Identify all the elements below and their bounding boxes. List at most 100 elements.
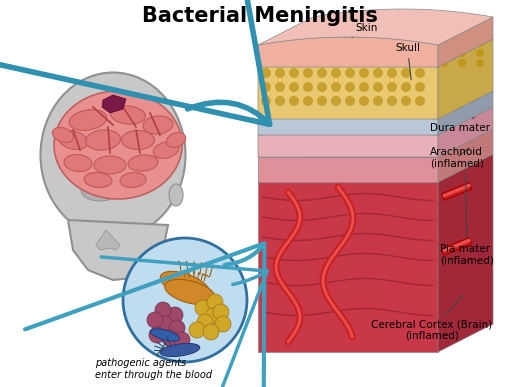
Text: Skull: Skull (395, 43, 420, 80)
Circle shape (359, 96, 369, 106)
Circle shape (401, 96, 411, 106)
Circle shape (440, 49, 448, 57)
Circle shape (368, 39, 376, 47)
Ellipse shape (81, 179, 119, 201)
Circle shape (331, 96, 341, 106)
Circle shape (275, 68, 285, 78)
Circle shape (387, 96, 397, 106)
Circle shape (373, 96, 383, 106)
Circle shape (415, 96, 425, 106)
Circle shape (422, 49, 430, 57)
FancyArrowPatch shape (0, 0, 270, 124)
Circle shape (203, 324, 219, 340)
Circle shape (174, 332, 190, 348)
Circle shape (415, 68, 425, 78)
Circle shape (314, 49, 322, 57)
Circle shape (207, 294, 223, 310)
Circle shape (440, 59, 448, 67)
Circle shape (331, 82, 341, 92)
Circle shape (368, 49, 376, 57)
Ellipse shape (150, 329, 179, 341)
Circle shape (373, 68, 383, 78)
Circle shape (345, 96, 355, 106)
Ellipse shape (90, 183, 110, 197)
Ellipse shape (64, 154, 92, 171)
Polygon shape (438, 154, 493, 352)
Circle shape (289, 68, 299, 78)
Circle shape (197, 314, 213, 330)
Ellipse shape (41, 72, 186, 238)
Circle shape (317, 82, 327, 92)
Polygon shape (438, 39, 493, 119)
Circle shape (167, 307, 183, 323)
Polygon shape (438, 91, 493, 135)
Polygon shape (258, 182, 438, 352)
Circle shape (149, 327, 165, 343)
Circle shape (386, 49, 394, 57)
Polygon shape (258, 105, 493, 135)
Circle shape (213, 304, 229, 320)
Polygon shape (258, 157, 438, 182)
Text: pathogenic agents
enter through the blood: pathogenic agents enter through the bloo… (95, 358, 212, 380)
Ellipse shape (122, 130, 154, 149)
Polygon shape (258, 117, 438, 135)
Ellipse shape (84, 173, 112, 188)
Circle shape (404, 49, 412, 57)
Circle shape (350, 39, 358, 47)
FancyArrowPatch shape (101, 257, 267, 387)
Circle shape (331, 68, 341, 78)
Circle shape (275, 96, 285, 106)
Circle shape (205, 308, 221, 324)
Circle shape (261, 96, 271, 106)
Circle shape (261, 68, 271, 78)
Circle shape (169, 320, 185, 336)
Ellipse shape (53, 127, 74, 142)
Circle shape (332, 39, 340, 47)
Polygon shape (258, 37, 438, 67)
FancyArrow shape (443, 238, 471, 252)
Ellipse shape (111, 106, 146, 124)
Text: Dura mater: Dura mater (430, 117, 490, 133)
Text: Skin: Skin (352, 23, 378, 38)
Ellipse shape (128, 155, 158, 171)
Text: Arachnoid
(inflamed): Arachnoid (inflamed) (430, 147, 484, 169)
Polygon shape (258, 154, 493, 182)
Circle shape (317, 96, 327, 106)
Polygon shape (258, 129, 493, 157)
Circle shape (386, 39, 394, 47)
Circle shape (123, 238, 247, 362)
Polygon shape (438, 107, 493, 157)
Circle shape (289, 96, 299, 106)
Circle shape (458, 59, 466, 67)
Ellipse shape (120, 173, 146, 188)
Ellipse shape (153, 142, 179, 158)
Polygon shape (96, 230, 120, 250)
Polygon shape (438, 129, 493, 182)
Circle shape (401, 82, 411, 92)
Polygon shape (438, 17, 493, 67)
Circle shape (303, 68, 313, 78)
Circle shape (157, 316, 173, 332)
Circle shape (359, 82, 369, 92)
Ellipse shape (69, 110, 107, 130)
Circle shape (215, 316, 231, 332)
Circle shape (387, 68, 397, 78)
Circle shape (476, 39, 484, 47)
Polygon shape (258, 34, 493, 67)
Circle shape (317, 68, 327, 78)
Circle shape (458, 49, 466, 57)
Polygon shape (258, 62, 438, 119)
Circle shape (189, 322, 205, 338)
Ellipse shape (94, 156, 126, 174)
Circle shape (345, 82, 355, 92)
Circle shape (387, 82, 397, 92)
Circle shape (422, 59, 430, 67)
Polygon shape (258, 133, 438, 157)
Circle shape (314, 59, 322, 67)
Circle shape (314, 39, 322, 47)
Circle shape (261, 82, 271, 92)
Text: Bacterial Meningitis: Bacterial Meningitis (142, 6, 378, 26)
Circle shape (368, 59, 376, 67)
Text: Pia mater
(inflamed): Pia mater (inflamed) (440, 172, 494, 266)
Circle shape (415, 82, 425, 92)
